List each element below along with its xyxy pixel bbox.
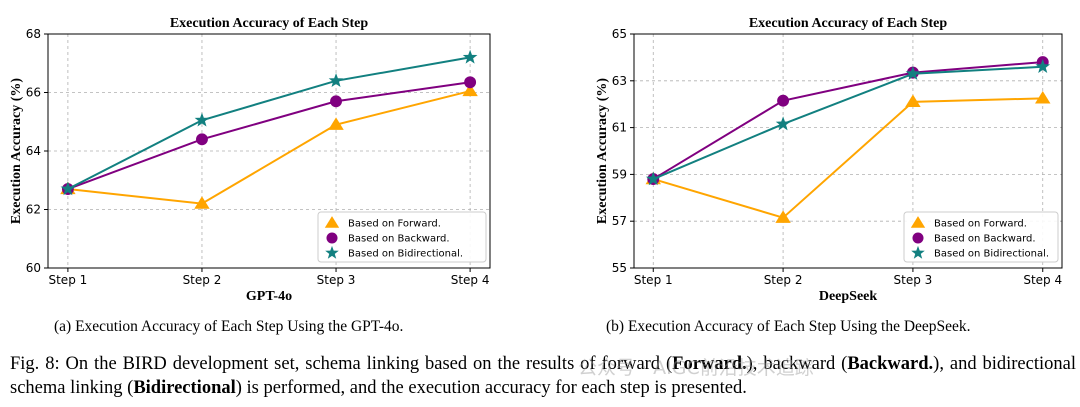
y-axis-label: Execution Accuracy (%) xyxy=(595,78,610,225)
x-tick-label: Step 1 xyxy=(48,273,87,287)
series-line xyxy=(652,61,1043,180)
data-point xyxy=(60,181,76,196)
caption-text-1: Fig. 8: On the BIRD development set, sch… xyxy=(10,354,673,374)
data-point xyxy=(905,94,921,108)
x-tick-label: Step 3 xyxy=(317,273,356,287)
x-tick-label: Step 4 xyxy=(1023,273,1062,287)
legend-marker xyxy=(325,245,339,259)
data-point xyxy=(464,76,477,89)
chart-gpt4o: 60 62 64 66 68 Step 1 Step 2 Step 3 Step 4 Execut… xyxy=(9,16,491,304)
legend-marker xyxy=(326,232,338,244)
y-tick-label: 60 xyxy=(26,261,41,275)
x-tick-label: Step 2 xyxy=(183,273,222,287)
y-tick-label: 55 xyxy=(612,261,627,275)
data-point xyxy=(328,73,344,88)
y-tick-label: 66 xyxy=(26,86,41,100)
series-circle xyxy=(647,56,1049,186)
x-axis-label: GPT-4o xyxy=(246,289,292,304)
series-line xyxy=(67,56,471,190)
x-tick-label: Step 1 xyxy=(634,273,673,287)
figure-caption: Fig. 8: On the BIRD development set, sch… xyxy=(10,352,1076,400)
series-line xyxy=(67,90,471,205)
legend-marker xyxy=(910,216,926,228)
series-line xyxy=(652,97,1043,219)
data-point xyxy=(194,196,210,209)
y-tick-label: 59 xyxy=(612,167,627,181)
x-tick-label: Step 4 xyxy=(451,273,490,287)
y-tick-label: 61 xyxy=(612,121,627,135)
legend-marker xyxy=(911,245,925,259)
x-axis-label: DeepSeek xyxy=(819,289,878,304)
y-tick-label: 68 xyxy=(26,27,41,41)
data-point xyxy=(462,49,478,64)
data-point xyxy=(775,210,791,223)
data-point xyxy=(645,171,661,186)
y-tick-label: 65 xyxy=(612,27,627,41)
series-line xyxy=(652,65,1043,181)
legend-marker xyxy=(912,232,924,244)
plot-frame xyxy=(633,33,1063,269)
series-star xyxy=(645,59,1051,186)
legend-box xyxy=(317,211,487,263)
data-point xyxy=(777,94,790,107)
x-tick-label: Step 2 xyxy=(764,273,803,287)
series-star xyxy=(60,49,478,196)
subcaption-b: (b) Execution Accuracy of Each Step Usin… xyxy=(606,318,971,335)
caption-text-4: ) is performed, and the execution accura… xyxy=(235,378,747,398)
chart-deepseek: 55 57 59 61 63 65 Step 1 Step 2 Step 3 Step 4 Exec… xyxy=(595,16,1063,304)
legend-label: Based on Backward. xyxy=(934,234,1036,245)
data-point xyxy=(1035,91,1051,104)
data-point xyxy=(462,83,478,97)
caption-text-2: ), backward ( xyxy=(746,354,848,374)
legend-marker xyxy=(324,216,340,228)
series-triangle xyxy=(60,83,478,209)
legend-label: Based on Bidirectional. xyxy=(348,249,463,260)
caption-bold-backward: Backward. xyxy=(847,354,934,374)
data-point xyxy=(194,112,210,127)
y-tick-label: 64 xyxy=(26,144,41,158)
legend-label: Based on Forward. xyxy=(934,219,1027,230)
y-tick-label: 62 xyxy=(26,203,41,217)
y-axis-label: Execution Accuracy (%) xyxy=(9,78,24,225)
data-point xyxy=(905,66,921,81)
y-tick-label: 63 xyxy=(612,74,627,88)
data-point xyxy=(196,133,208,146)
legend-label: Based on Bidirectional. xyxy=(934,249,1049,260)
legend: Based on Forward. Based on Backward. Based… xyxy=(317,211,487,263)
data-point xyxy=(775,116,791,131)
data-point xyxy=(328,117,344,130)
x-tick-label: Step 3 xyxy=(894,273,933,287)
data-point xyxy=(1035,59,1051,73)
legend-box xyxy=(903,211,1059,263)
legend-label: Based on Backward. xyxy=(348,234,450,245)
legend: Based on Forward. Based on Backward. Based… xyxy=(903,211,1059,263)
caption-bold-bidirectional: Bidirectional xyxy=(133,378,236,398)
y-tick-label: 57 xyxy=(612,214,627,228)
data-point xyxy=(330,95,342,108)
watermark: 公众号 · AIGC前沿技术追踪 xyxy=(578,357,814,379)
caption-text-3: ), and bidirectional schema linking ( xyxy=(10,354,1076,398)
chart-title: Execution Accuracy of Each Step xyxy=(170,16,369,31)
series-line xyxy=(67,81,471,190)
subcaption-a: (a) Execution Accuracy of Each Step Usin… xyxy=(54,318,404,335)
legend-label: Based on Forward. xyxy=(348,219,441,230)
chart-title: Execution Accuracy of Each Step xyxy=(749,16,948,31)
series-circle xyxy=(61,76,477,195)
caption-bold-forward: Forward. xyxy=(672,354,747,374)
